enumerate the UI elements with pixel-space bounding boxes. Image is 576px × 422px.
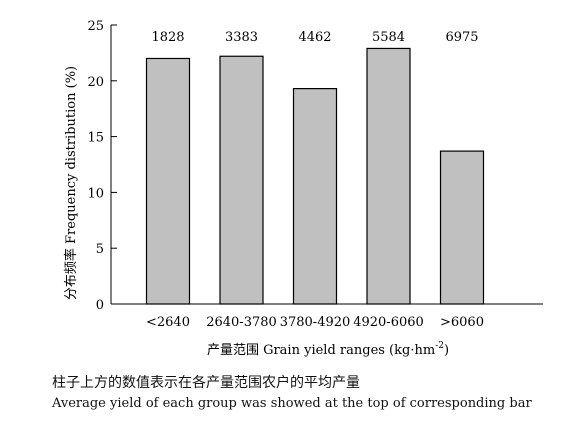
y-tick-label: 20 xyxy=(87,75,104,90)
y-tick-label: 25 xyxy=(87,19,104,34)
x-axis-label-main: 产量范围 Grain yield ranges (kg·hm xyxy=(207,343,435,358)
bar xyxy=(439,150,485,305)
x-tick-label: 4920-6060 xyxy=(353,315,424,330)
x-axis-label-sup: -2 xyxy=(435,341,444,351)
bar xyxy=(292,88,338,305)
bar-value-label: 3383 xyxy=(225,30,258,45)
bars-group xyxy=(145,47,485,305)
y-axis-label: 分布频率 Frequency distribution (%) xyxy=(63,66,79,300)
frequency-bar-chart: 0 5 10 15 20 25 <2640 2640-3780 3780-4920 4920-6… xyxy=(63,19,543,358)
bar-value-label: 6975 xyxy=(445,30,478,45)
x-tick-label: 3780-4920 xyxy=(280,315,351,330)
x-tick-label: >6060 xyxy=(440,315,484,330)
bar-value-label: 1828 xyxy=(151,30,184,45)
x-axis-label: 产量范围 Grain yield ranges (kg·hm-2) xyxy=(207,341,449,358)
bar xyxy=(219,55,264,305)
x-axis: <2640 2640-3780 3780-4920 4920-6060 >6060 xyxy=(111,303,543,330)
bar-value-label: 4462 xyxy=(298,30,331,45)
y-tick-label: 10 xyxy=(87,186,104,201)
y-tick-label: 0 xyxy=(96,298,104,313)
x-axis-label-end: ) xyxy=(444,343,449,358)
y-tick-label: 5 xyxy=(96,242,104,257)
y-axis: 0 5 10 15 20 25 xyxy=(87,19,117,313)
x-tick-label: 2640-3780 xyxy=(206,315,277,330)
caption-english: Average yield of each group was showed a… xyxy=(52,396,532,411)
bar xyxy=(145,57,191,305)
x-tick-label: <2640 xyxy=(146,315,190,330)
bar xyxy=(366,47,411,305)
bar-value-label: 5584 xyxy=(372,30,405,45)
caption-chinese: 柱子上方的数值表示在各产量范围农户的平均产量 xyxy=(52,375,360,391)
data-labels-group: 1828 3383 4462 5584 6975 xyxy=(151,30,478,45)
y-tick-label: 15 xyxy=(87,131,104,146)
